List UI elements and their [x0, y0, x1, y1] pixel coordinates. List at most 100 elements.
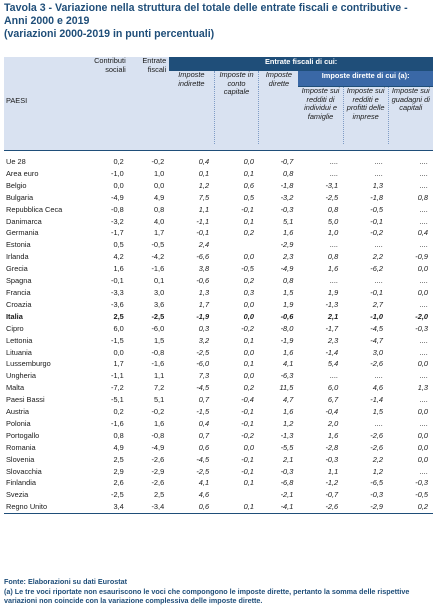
cell-value: -1,0: [110, 168, 124, 178]
cell-value: 0,0: [153, 180, 165, 190]
cell-value: 3,0: [372, 347, 384, 357]
cell-value: -0,8: [151, 347, 165, 357]
cell-value: -2,6: [298, 501, 344, 515]
cell-paese: Polonia: [6, 418, 31, 428]
table-container: PAESI Contributi sociali Entrate fiscali…: [4, 56, 433, 515]
cell-value: 5,4: [327, 359, 339, 369]
cell-value: -1,6: [110, 418, 124, 428]
table-row: Grecia 1,6 -1,6 3,8 -0,5 -4,9 1,6 -6,2 0,0: [4, 263, 433, 275]
cell-value: -0,1: [110, 276, 124, 286]
cell-value: -1,5: [110, 335, 124, 345]
cell-paese: Svezia: [6, 490, 29, 500]
cell-value: 1,9: [283, 299, 294, 309]
table-row: Germania -1,7 1,7 -0,1 0,2 1,6 1,0 -0,2 0,4: [4, 227, 433, 239]
table-body: Ue 28 0,2 -0,2 0,4 0,0 -0,7............ Area e…: [4, 151, 433, 515]
cell-value: 0,2: [243, 383, 254, 393]
cell-value: 4,1: [198, 478, 210, 488]
cell-value: -2,6: [370, 359, 384, 369]
table-row: Romania 4,9 -4,9 0,6 0,0 -5,5 -2,8 -2,6 0,0: [4, 442, 433, 454]
cell-value: ....: [374, 240, 384, 250]
table-row: Bulgaria -4,9 4,9 7,5 0,5 -3,2 -2,5 -1,8 0,8: [4, 192, 433, 204]
cell-value: 6,7: [327, 395, 339, 405]
cell-value: -0,1: [241, 466, 254, 476]
cell-value: -0,8: [110, 204, 124, 214]
cell-value: 0,8: [283, 276, 294, 286]
cell-paese: Ungheria: [6, 371, 36, 381]
cell-value: -1,6: [151, 264, 165, 274]
cell-value: 0,8: [327, 204, 339, 214]
table-row: Danimarca -3,2 4,0 -1,1 0,1 5,1 5,0 -0,1....: [4, 216, 433, 228]
cell-value: -0,6: [280, 311, 294, 321]
cell-value: 2,5: [113, 311, 124, 321]
cell-value: 0,1: [243, 478, 254, 488]
data-table: PAESI Contributi sociali Entrate fiscali…: [4, 56, 433, 515]
cell-value: 11,5: [279, 383, 294, 393]
table-row: Malta -7,2 7,2 -4,5 0,2 11,5 6,0 4,6 1,3: [4, 382, 433, 394]
cell-value: 0,8: [113, 430, 124, 440]
cell-value: ....: [419, 335, 428, 345]
table-row: Lussemburgo 1,7 -1,6 -6,0 0,1 4,1 5,4 -2,6 0,0: [4, 358, 433, 370]
cell-value: 0,1: [243, 359, 254, 369]
cell-value: -1,9: [280, 335, 294, 345]
cell-value: -0,7: [280, 157, 294, 166]
cell-value: -0,1: [241, 418, 254, 428]
cell-value: -2,5: [151, 311, 165, 321]
cell-value: ....: [329, 168, 339, 178]
cell-paese: Irlanda: [6, 252, 29, 262]
cell-value: 0,0: [417, 442, 428, 452]
cell-value: -4,5: [196, 383, 210, 393]
cell-value: -3,4: [128, 501, 170, 515]
cell-value: 1,5: [372, 407, 384, 417]
cell-value: ....: [419, 418, 428, 428]
cell-value: -1,4: [370, 395, 384, 405]
cell-value: -2,0: [415, 311, 428, 321]
cell-paese: Lituania: [6, 347, 32, 357]
header-imposte-indirette: Imposte indirette: [169, 69, 215, 144]
cell-value: -2,9: [343, 501, 389, 515]
cell-value: -6,5: [370, 478, 384, 488]
cell-value: -7,2: [110, 383, 124, 393]
table-row: Spagna -0,1 0,1 -0,6 0,2 0,8............: [4, 275, 433, 287]
cell-value: [214, 239, 259, 251]
cell-value: 5,1: [283, 216, 294, 226]
cell-value: 1,2: [283, 418, 294, 428]
cell-paese: Repubblica Ceca: [6, 204, 63, 214]
cell-value: ....: [419, 466, 428, 476]
cell-value: 2,5: [153, 490, 165, 500]
cell-value: 0,0: [417, 407, 428, 417]
cell-paese: Paesi Bassi: [6, 395, 45, 405]
header-imposte-conto-capitale: Imposte in conto capitale: [213, 69, 259, 144]
cell-value: ....: [419, 395, 428, 405]
cell-paese: Finlandia: [6, 478, 36, 488]
cell-value: ....: [419, 371, 428, 381]
cell-paese: Bulgaria: [6, 192, 34, 202]
cell-value: -3,2: [280, 192, 294, 202]
table-row: Estonia 0,5 -0,5 2,4 -2,9............: [4, 239, 433, 251]
cell-value: ....: [419, 168, 428, 178]
cell-value: 2,4: [198, 240, 210, 250]
cell-value: -2,9: [151, 466, 165, 476]
cell-value: -0,5: [370, 204, 384, 214]
cell-paese: Austria: [6, 407, 30, 417]
table-row: Slovacchia 2,9 -2,9 -2,5 -0,1 -0,3 1,1 1,2....: [4, 466, 433, 478]
cell-value: 0,0: [243, 252, 254, 262]
cell-value: 2,2: [372, 252, 384, 262]
cell-value: 6,0: [113, 323, 124, 333]
cell-value: -6,0: [151, 323, 165, 333]
cell-value: 0,1: [243, 335, 254, 345]
cell-value: 1,3: [198, 287, 210, 297]
cell-paese: Lussemburgo: [6, 359, 51, 369]
header-imposte-dirette-di-cui: Imposte dirette di cui (a):: [298, 69, 433, 87]
cell-paese: Danimarca: [6, 216, 42, 226]
cell-value: -1,6: [151, 359, 165, 369]
cell-paese: Spagna: [6, 276, 32, 286]
table-row: Finlandia 2,6 -2,6 4,1 0,1 -6,8 -1,2 -6,5 -0,3: [4, 477, 433, 489]
cell-value: 4,1: [283, 359, 294, 369]
cell-value: ....: [419, 180, 428, 190]
cell-value: 4,0: [153, 216, 165, 226]
cell-value: 5,1: [153, 395, 165, 405]
cell-paese: Malta: [6, 383, 25, 393]
table-row: Irlanda 4,2 -4,2 -6,6 0,0 2,3 0,8 2,2 -0,9: [4, 251, 433, 263]
cell-value: ....: [374, 157, 384, 166]
cell-value: -4,9: [110, 192, 124, 202]
